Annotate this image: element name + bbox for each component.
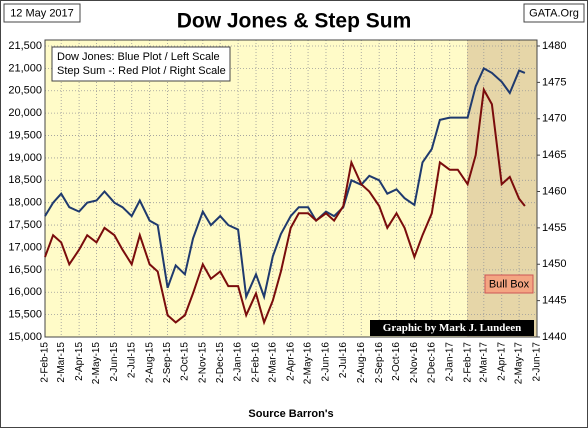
x-tick-label: 2-May-15 xyxy=(91,342,102,385)
series-line xyxy=(44,66,526,301)
y2-tick-label: 1480 xyxy=(542,40,566,52)
y-tick-label: 18,000 xyxy=(8,197,42,209)
x-tick-label: 2-Jan-17 xyxy=(444,342,455,382)
credit-box xyxy=(370,320,534,336)
x-tick-label: 2-May-17 xyxy=(514,342,525,385)
x-tick-label: 2-Jul-15 xyxy=(126,342,137,379)
bull-box-label: Bull Box xyxy=(489,278,530,290)
legend-text: Step Sum -: Red Plot / Right Scale xyxy=(57,65,226,77)
y-tick-label: 16,500 xyxy=(8,264,42,276)
plot-area xyxy=(45,40,537,337)
x-tick-label: 2-Jun-16 xyxy=(321,342,332,382)
x-tick-label: 2-Jun-15 xyxy=(109,342,120,382)
site-box xyxy=(523,3,585,23)
x-tick-label: 2-Aug-16 xyxy=(356,342,367,384)
x-tick-label: 2-Apr-15 xyxy=(74,342,85,381)
y-tick-label: 17,500 xyxy=(8,219,42,231)
x-tick-label: 2-Feb-17 xyxy=(462,342,473,383)
x-tick-label: 2-Jul-16 xyxy=(338,342,349,379)
y2-tick-label: 1455 xyxy=(542,222,566,234)
legend-text: Dow Jones: Blue Plot / Left Scale xyxy=(57,51,220,63)
chart-title: Dow Jones & Step Sum xyxy=(177,10,412,33)
x-tick-label: 2-Jan-16 xyxy=(233,342,244,382)
x-tick-label: 2-Mar-15 xyxy=(56,342,67,383)
y-tick-label: 19,000 xyxy=(8,152,42,164)
legend-box xyxy=(51,46,231,82)
credit: Graphic by Mark J. Lundeen xyxy=(383,322,521,334)
y2-tick-label: 1460 xyxy=(542,185,566,197)
series-line xyxy=(44,86,526,326)
y-tick-label: 21,000 xyxy=(8,62,42,74)
x-tick-label: 2-Jun-17 xyxy=(532,342,543,382)
y-tick-label: 20,000 xyxy=(8,107,42,119)
y-tick-label: 15,000 xyxy=(8,331,42,343)
x-tick-label: 2-Mar-17 xyxy=(478,342,489,383)
x-tick-label: 2-Nov-15 xyxy=(197,342,208,384)
x-tick-label: 2-Nov-16 xyxy=(409,342,420,384)
x-tick-label: 2-Mar-16 xyxy=(267,342,278,383)
y2-tick-label: 1475 xyxy=(542,76,566,88)
y-tick-label: 16,000 xyxy=(8,286,42,298)
y-tick-label: 21,500 xyxy=(8,40,42,52)
y-tick-label: 19,500 xyxy=(8,129,42,141)
site-label: GATA.Org xyxy=(529,7,579,19)
x-tick-label: 2-Oct-16 xyxy=(391,342,402,381)
x-tick-label: 2-Sep-16 xyxy=(374,342,385,384)
date-box xyxy=(3,3,81,23)
y-tick-label: 17,000 xyxy=(8,241,42,253)
x-tick-label: 2-Feb-15 xyxy=(40,342,51,383)
x-tick-label: 2-Apr-17 xyxy=(496,342,507,381)
x-tick-label: 2-Sep-15 xyxy=(162,342,173,384)
y2-tick-label: 1445 xyxy=(542,295,566,307)
x-tick-label: 2-Oct-15 xyxy=(180,342,191,381)
x-tick-label: 2-Dec-15 xyxy=(215,342,226,384)
y-tick-label: 18,500 xyxy=(8,174,42,186)
x-tick-label: 2-Feb-16 xyxy=(251,342,262,383)
y2-tick-label: 1470 xyxy=(542,113,566,125)
x-tick-label: 2-Apr-16 xyxy=(285,342,296,381)
date-label: 12 May 2017 xyxy=(10,7,74,19)
x-tick-label: 2-Aug-15 xyxy=(144,342,155,384)
y2-tick-label: 1465 xyxy=(542,149,566,161)
y2-tick-label: 1450 xyxy=(542,258,566,270)
y2-tick-label: 1440 xyxy=(542,331,566,343)
plot-border xyxy=(44,39,538,338)
x-axis-label: Source Barron's xyxy=(248,408,333,420)
y-tick-label: 20,500 xyxy=(8,85,42,97)
x-tick-label: 2-May-16 xyxy=(303,342,314,385)
bull-box-label-bg xyxy=(484,274,534,294)
x-tick-label: 2-Dec-16 xyxy=(426,342,437,384)
y-tick-label: 15,500 xyxy=(8,309,42,321)
